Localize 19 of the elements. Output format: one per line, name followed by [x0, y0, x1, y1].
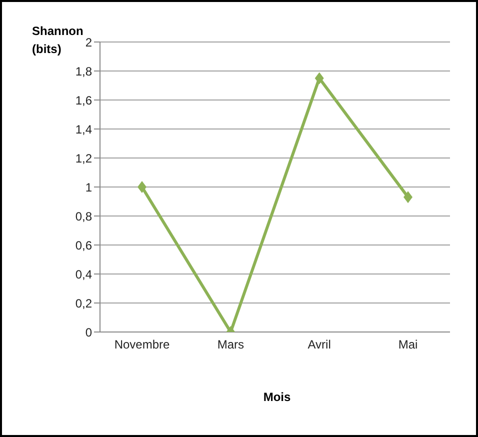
y-tick-label: 1	[85, 180, 92, 194]
y-tick-label: 2	[85, 35, 92, 50]
y-tick-label: 0,6	[75, 238, 92, 252]
point	[138, 181, 146, 193]
y-axis-title: Shannon (bits)	[32, 23, 84, 58]
y-tick-label: 0,8	[75, 209, 92, 224]
y-tick-label: 0	[85, 325, 92, 340]
x-tick-label: Novembre	[114, 338, 170, 352]
y-tick-label: 0,4	[75, 267, 92, 282]
x-axis-title: Mois	[262, 390, 292, 404]
x-tick-label: Mai	[398, 338, 418, 352]
y-tick-label: 1,2	[75, 151, 92, 166]
point	[404, 191, 412, 204]
x-tick-label: Avril	[308, 338, 331, 352]
y-tick-label: 0,2	[75, 296, 92, 310]
y-tick-label: 1,6	[75, 93, 92, 108]
x-tick-label: Mars	[217, 338, 244, 352]
y-tick-label: 1,8	[75, 64, 92, 78]
y-tick-label: 1,4	[75, 122, 92, 136]
